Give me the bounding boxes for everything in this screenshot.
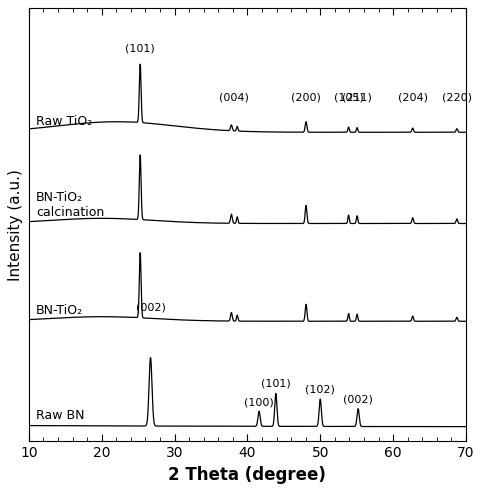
- Text: Raw TiO₂: Raw TiO₂: [36, 116, 92, 128]
- Text: BN-TiO₂
calcination: BN-TiO₂ calcination: [36, 191, 104, 219]
- Text: (002): (002): [136, 302, 166, 312]
- Text: (101): (101): [261, 379, 291, 389]
- Text: (101): (101): [125, 44, 155, 54]
- Text: Raw BN: Raw BN: [36, 409, 85, 422]
- Text: (102): (102): [305, 384, 335, 395]
- Text: BN-TiO₂: BN-TiO₂: [36, 304, 83, 317]
- Text: (211): (211): [342, 92, 372, 103]
- Text: (220): (220): [442, 92, 472, 103]
- Y-axis label: Intensity (a.u.): Intensity (a.u.): [8, 169, 23, 281]
- Text: (004): (004): [219, 92, 249, 103]
- Text: (002): (002): [343, 395, 373, 405]
- X-axis label: 2 Theta (degree): 2 Theta (degree): [169, 465, 327, 484]
- Text: (100): (100): [244, 398, 274, 408]
- Text: (105): (105): [334, 92, 363, 103]
- Text: (200): (200): [291, 92, 321, 103]
- Text: (204): (204): [398, 92, 427, 103]
